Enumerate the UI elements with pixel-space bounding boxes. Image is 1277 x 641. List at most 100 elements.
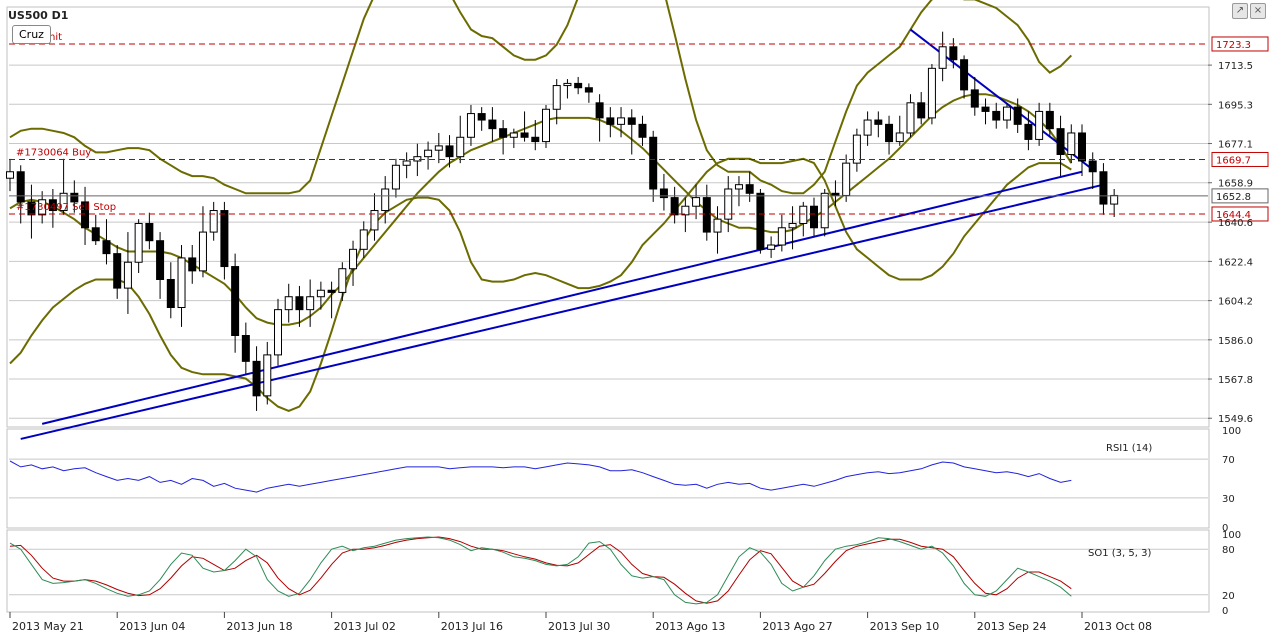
candle <box>316 281 325 310</box>
order-price-box <box>1211 206 1269 222</box>
candle <box>370 193 379 241</box>
order-lines[interactable]: Sell Limit1723.3#1730064 Buy1669.7#17304… <box>9 32 1269 222</box>
candle-body <box>638 123 647 138</box>
candle <box>917 92 926 125</box>
candle <box>638 115 647 146</box>
candle-body <box>220 210 229 268</box>
candle-body <box>81 201 90 229</box>
candle-body <box>424 149 433 158</box>
candle-body <box>1056 128 1065 156</box>
candle-body <box>810 205 818 229</box>
time-tick-label: 2013 Sep 24 <box>977 620 1047 633</box>
price-tick-label: 1604.2 <box>1218 297 1253 308</box>
candle <box>424 141 433 170</box>
bollinger-lower-line <box>9 157 1072 412</box>
candle <box>231 253 240 353</box>
candle <box>284 283 293 323</box>
stochastic-plot: 100 80 20 0 <box>9 530 1241 617</box>
candle-body <box>370 210 379 231</box>
symbol-title: US500 D1 <box>8 9 69 22</box>
candle-body <box>381 188 390 212</box>
candle-body <box>713 218 722 233</box>
rsi-line <box>9 460 1072 493</box>
indicator-labels: RSI1 (14) SO1 (3, 5, 3) <box>1088 443 1152 559</box>
candle-body <box>842 162 851 196</box>
candle-body <box>359 229 368 250</box>
candle <box>209 201 218 241</box>
candle-body <box>981 106 990 112</box>
candle-body <box>906 102 915 134</box>
candle-body <box>1067 132 1076 156</box>
rsi-panel-title: RSI1 (14) <box>1106 443 1152 454</box>
candles <box>6 31 1119 411</box>
candle <box>949 38 958 69</box>
candle-body <box>6 171 14 179</box>
candle-body <box>1024 123 1033 140</box>
candle-body <box>788 222 797 229</box>
candle <box>1067 124 1076 164</box>
candle-body <box>70 192 79 203</box>
candle <box>1045 102 1054 138</box>
order-price-label: 1669.7 <box>1216 155 1251 166</box>
candle-body <box>627 117 636 125</box>
candle <box>852 128 861 172</box>
candle <box>177 245 186 327</box>
candle-body <box>59 192 68 212</box>
candle-body <box>1099 171 1108 205</box>
candle <box>777 214 786 252</box>
template-badge[interactable]: Cruz <box>12 25 51 44</box>
candle <box>799 201 808 237</box>
candle <box>584 83 593 103</box>
price-tick-label: 1695.3 <box>1218 100 1253 111</box>
rsi-plot: 100 70 30 0 <box>9 426 1241 534</box>
price-axis: 1713.5 1695.3 1677.1 1658.9 1640.6 1622.4 1604… <box>1208 61 1253 425</box>
candle-body <box>692 197 701 207</box>
stoch-tick-label: 100 <box>1222 530 1241 541</box>
maximize-icon[interactable]: ↗ <box>1232 3 1248 19</box>
candle <box>274 298 282 366</box>
candle-body <box>113 253 122 289</box>
candle-body <box>188 257 197 272</box>
candle <box>509 128 518 149</box>
candle-body <box>488 119 497 130</box>
rsi-tick-label: 70 <box>1222 455 1235 466</box>
candle <box>627 109 636 155</box>
time-tick-label: 2013 Sep 10 <box>870 620 940 633</box>
candle-body <box>27 201 36 216</box>
close-icon[interactable]: × <box>1250 3 1266 19</box>
candle-body <box>917 102 926 119</box>
price-tick-label: 1567.8 <box>1218 375 1253 386</box>
candle <box>156 232 165 299</box>
candle <box>198 206 207 278</box>
time-tick-label: 2013 Oct 08 <box>1084 620 1152 633</box>
candle-body <box>1035 110 1044 140</box>
candle <box>960 55 969 99</box>
candle <box>713 206 722 254</box>
candle <box>1099 163 1108 215</box>
candle-body <box>1078 132 1086 162</box>
candle-body <box>617 117 626 125</box>
candle-body <box>1002 106 1011 121</box>
main-panel <box>6 6 1210 428</box>
candle-body <box>316 289 325 298</box>
candle-body <box>434 145 443 151</box>
candle-body <box>102 240 111 255</box>
candle-body <box>123 261 132 289</box>
candle-body <box>48 199 57 212</box>
candle <box>542 104 550 149</box>
candle <box>188 245 197 284</box>
candle <box>767 236 776 258</box>
candle-body <box>885 123 894 143</box>
order-price-box <box>1211 151 1269 167</box>
candle <box>434 132 443 164</box>
order-label: #1730497 Sell Stop <box>16 202 116 213</box>
order-price-label: 1723.3 <box>1216 40 1251 51</box>
candle <box>252 346 261 411</box>
rsi-panel <box>6 428 1210 529</box>
candle <box>574 76 583 95</box>
candle-body <box>927 67 936 119</box>
candle-body <box>284 296 293 311</box>
candle <box>166 262 175 319</box>
candle-body <box>777 227 786 246</box>
